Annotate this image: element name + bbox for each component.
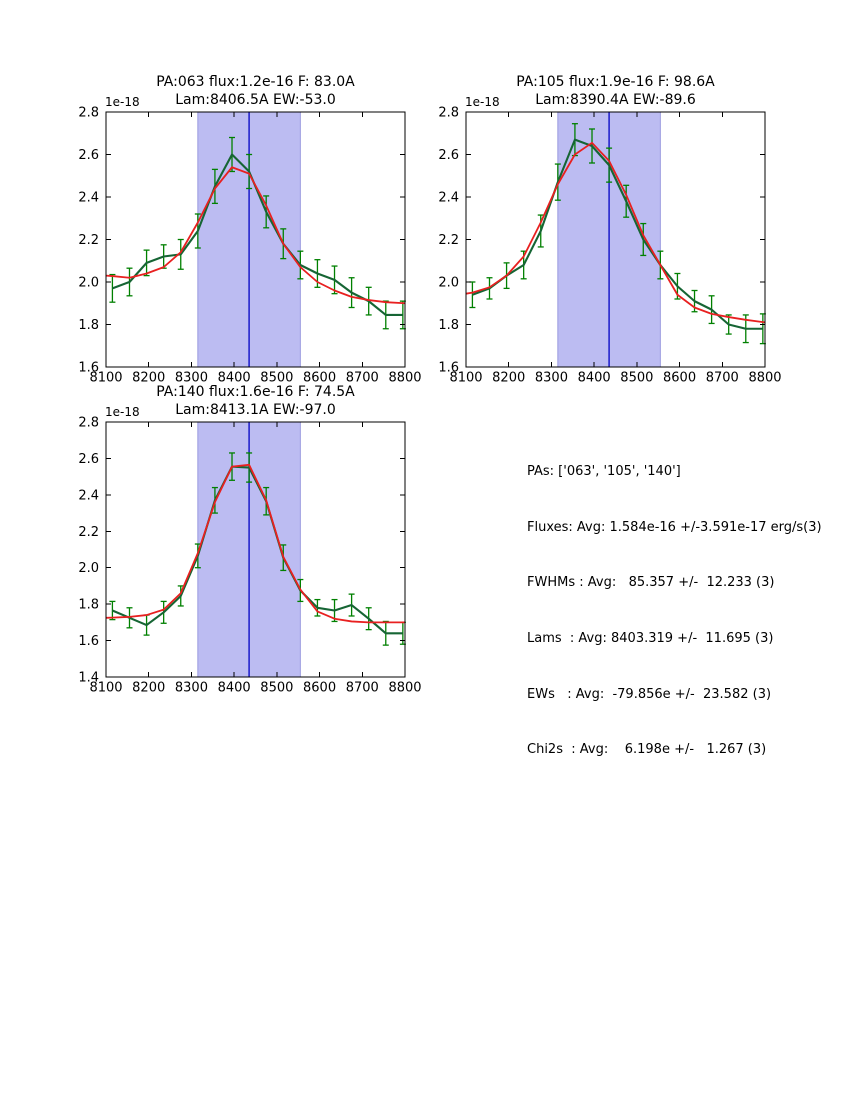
x-tick-label: 8500 bbox=[260, 371, 293, 386]
chart-title-line2: Lam:8413.1A EW:-97.0 bbox=[175, 402, 336, 418]
y-tick-label: 2.6 bbox=[438, 148, 459, 163]
chart-pa-140: PA:140 flux:1.6e-16 F: 74.5A Lam:8413.1A… bbox=[78, 383, 421, 696]
fit-line bbox=[465, 141, 766, 324]
stats-line-fluxes: Fluxes: Avg: 1.584e-16 +/-3.591e-17 erg/… bbox=[527, 519, 822, 535]
chart-title-line1: PA:063 flux:1.2e-16 F: 83.0A bbox=[156, 74, 355, 90]
x-tick-label: 8500 bbox=[620, 371, 653, 386]
x-tick-label: 8300 bbox=[175, 681, 208, 696]
axes-frame bbox=[105, 421, 406, 678]
stats-line-lams: Lams : Avg: 8403.319 +/- 11.695 (3) bbox=[527, 631, 774, 647]
x-tick-label: 8700 bbox=[706, 371, 739, 386]
y-tick-label: 2.0 bbox=[78, 276, 99, 291]
x-tick-label: 8100 bbox=[89, 681, 122, 696]
plot-area-pa-063: 8100 8200 8300 8400 8500 8600 8700 8800 1.6 1.8 2.… bbox=[78, 95, 421, 386]
y-tick-label: 2.8 bbox=[438, 106, 459, 121]
y-tick-label: 1.4 bbox=[78, 671, 99, 686]
x-tick-label: 8800 bbox=[748, 371, 781, 386]
x-tick-label: 8700 bbox=[346, 371, 379, 386]
y-tick-label: 1.6 bbox=[78, 634, 99, 649]
fit-line bbox=[105, 463, 405, 624]
chart-title-line1: PA:140 flux:1.6e-16 F: 74.5A bbox=[156, 384, 355, 400]
chart-title-line2: Lam:8406.5A EW:-53.0 bbox=[175, 92, 336, 108]
spectrum-line bbox=[112, 153, 403, 316]
chart-pa-105: PA:105 flux:1.9e-16 F: 98.6A Lam:8390.4A… bbox=[438, 73, 781, 386]
y-tick-label: 2.8 bbox=[78, 416, 99, 431]
y-tick-label: 2.2 bbox=[438, 233, 459, 248]
stats-line-chi2s: Chi2s : Avg: 6.198e +/- 1.267 (3) bbox=[527, 742, 767, 758]
chart-pa-063: PA:063 flux:1.2e-16 F: 83.0A Lam:8406.5A… bbox=[78, 73, 421, 386]
y-tick-label: 2.0 bbox=[438, 276, 459, 291]
fit-line bbox=[105, 166, 406, 305]
y-tick-label: 1.8 bbox=[78, 318, 99, 333]
y-axis-offset-label: 1e-18 bbox=[105, 405, 140, 419]
tick-marks bbox=[105, 111, 406, 368]
x-tick-label: 8600 bbox=[663, 371, 696, 386]
y-tick-label: 2.0 bbox=[78, 561, 99, 576]
x-tick-label: 8400 bbox=[218, 681, 251, 696]
y-tick-label: 2.6 bbox=[78, 148, 99, 163]
y-tick-label: 2.8 bbox=[78, 106, 99, 121]
y-tick-label: 2.2 bbox=[78, 233, 99, 248]
y-tick-label: 2.6 bbox=[78, 452, 99, 467]
y-axis-offset-label: 1e-18 bbox=[105, 95, 140, 109]
x-tick-label: 8800 bbox=[388, 681, 421, 696]
x-tick-label: 8100 bbox=[89, 371, 122, 386]
x-tick-label: 8700 bbox=[346, 681, 379, 696]
y-tick-label: 2.4 bbox=[438, 191, 459, 206]
y-tick-label: 2.2 bbox=[78, 525, 99, 540]
x-tick-label: 8500 bbox=[260, 681, 293, 696]
x-tick-label: 8300 bbox=[535, 371, 568, 386]
x-tick-label: 8200 bbox=[132, 371, 165, 386]
y-tick-label: 1.8 bbox=[78, 598, 99, 613]
y-tick-label: 2.4 bbox=[78, 488, 99, 503]
y-tick-label: 1.8 bbox=[438, 318, 459, 333]
x-tick-label: 8600 bbox=[303, 371, 336, 386]
y-tick-label: 1.6 bbox=[78, 361, 99, 376]
x-tick-label: 8400 bbox=[578, 371, 611, 386]
x-tick-label: 8100 bbox=[449, 371, 482, 386]
chart-title-line2: Lam:8390.4A EW:-89.6 bbox=[535, 92, 696, 108]
y-axis-offset-label: 1e-18 bbox=[465, 95, 500, 109]
x-tick-label: 8600 bbox=[303, 681, 336, 696]
chart-title-line1: PA:105 flux:1.9e-16 F: 98.6A bbox=[516, 74, 715, 90]
x-tick-label: 8300 bbox=[175, 371, 208, 386]
x-tick-label: 8800 bbox=[388, 371, 421, 386]
stats-line-pas: PAs: ['063', '105', '140'] bbox=[527, 464, 681, 479]
plot-area-pa-140: 8100 8200 8300 8400 8500 8600 8700 8800 1.4 1.6 1.… bbox=[78, 405, 421, 696]
stats-panel: PAs: ['063', '105', '140'] Fluxes: Avg: … bbox=[527, 429, 822, 793]
stats-line-fwhms: FWHMs : Avg: 85.357 +/- 12.233 (3) bbox=[527, 575, 775, 591]
x-tick-label: 8200 bbox=[492, 371, 525, 386]
x-tick-label: 8400 bbox=[218, 371, 251, 386]
tick-marks bbox=[465, 111, 766, 368]
plot-area-pa-105: 8100 8200 8300 8400 8500 8600 8700 8800 1.6 1.8 2.… bbox=[438, 95, 781, 386]
stats-line-ews: EWs : Avg: -79.856e +/- 23.582 (3) bbox=[527, 686, 772, 702]
tick-marks bbox=[105, 421, 406, 678]
y-tick-label: 2.4 bbox=[78, 191, 99, 206]
x-tick-label: 8200 bbox=[132, 681, 165, 696]
spectrum-line bbox=[472, 138, 763, 330]
y-tick-label: 1.6 bbox=[438, 361, 459, 376]
